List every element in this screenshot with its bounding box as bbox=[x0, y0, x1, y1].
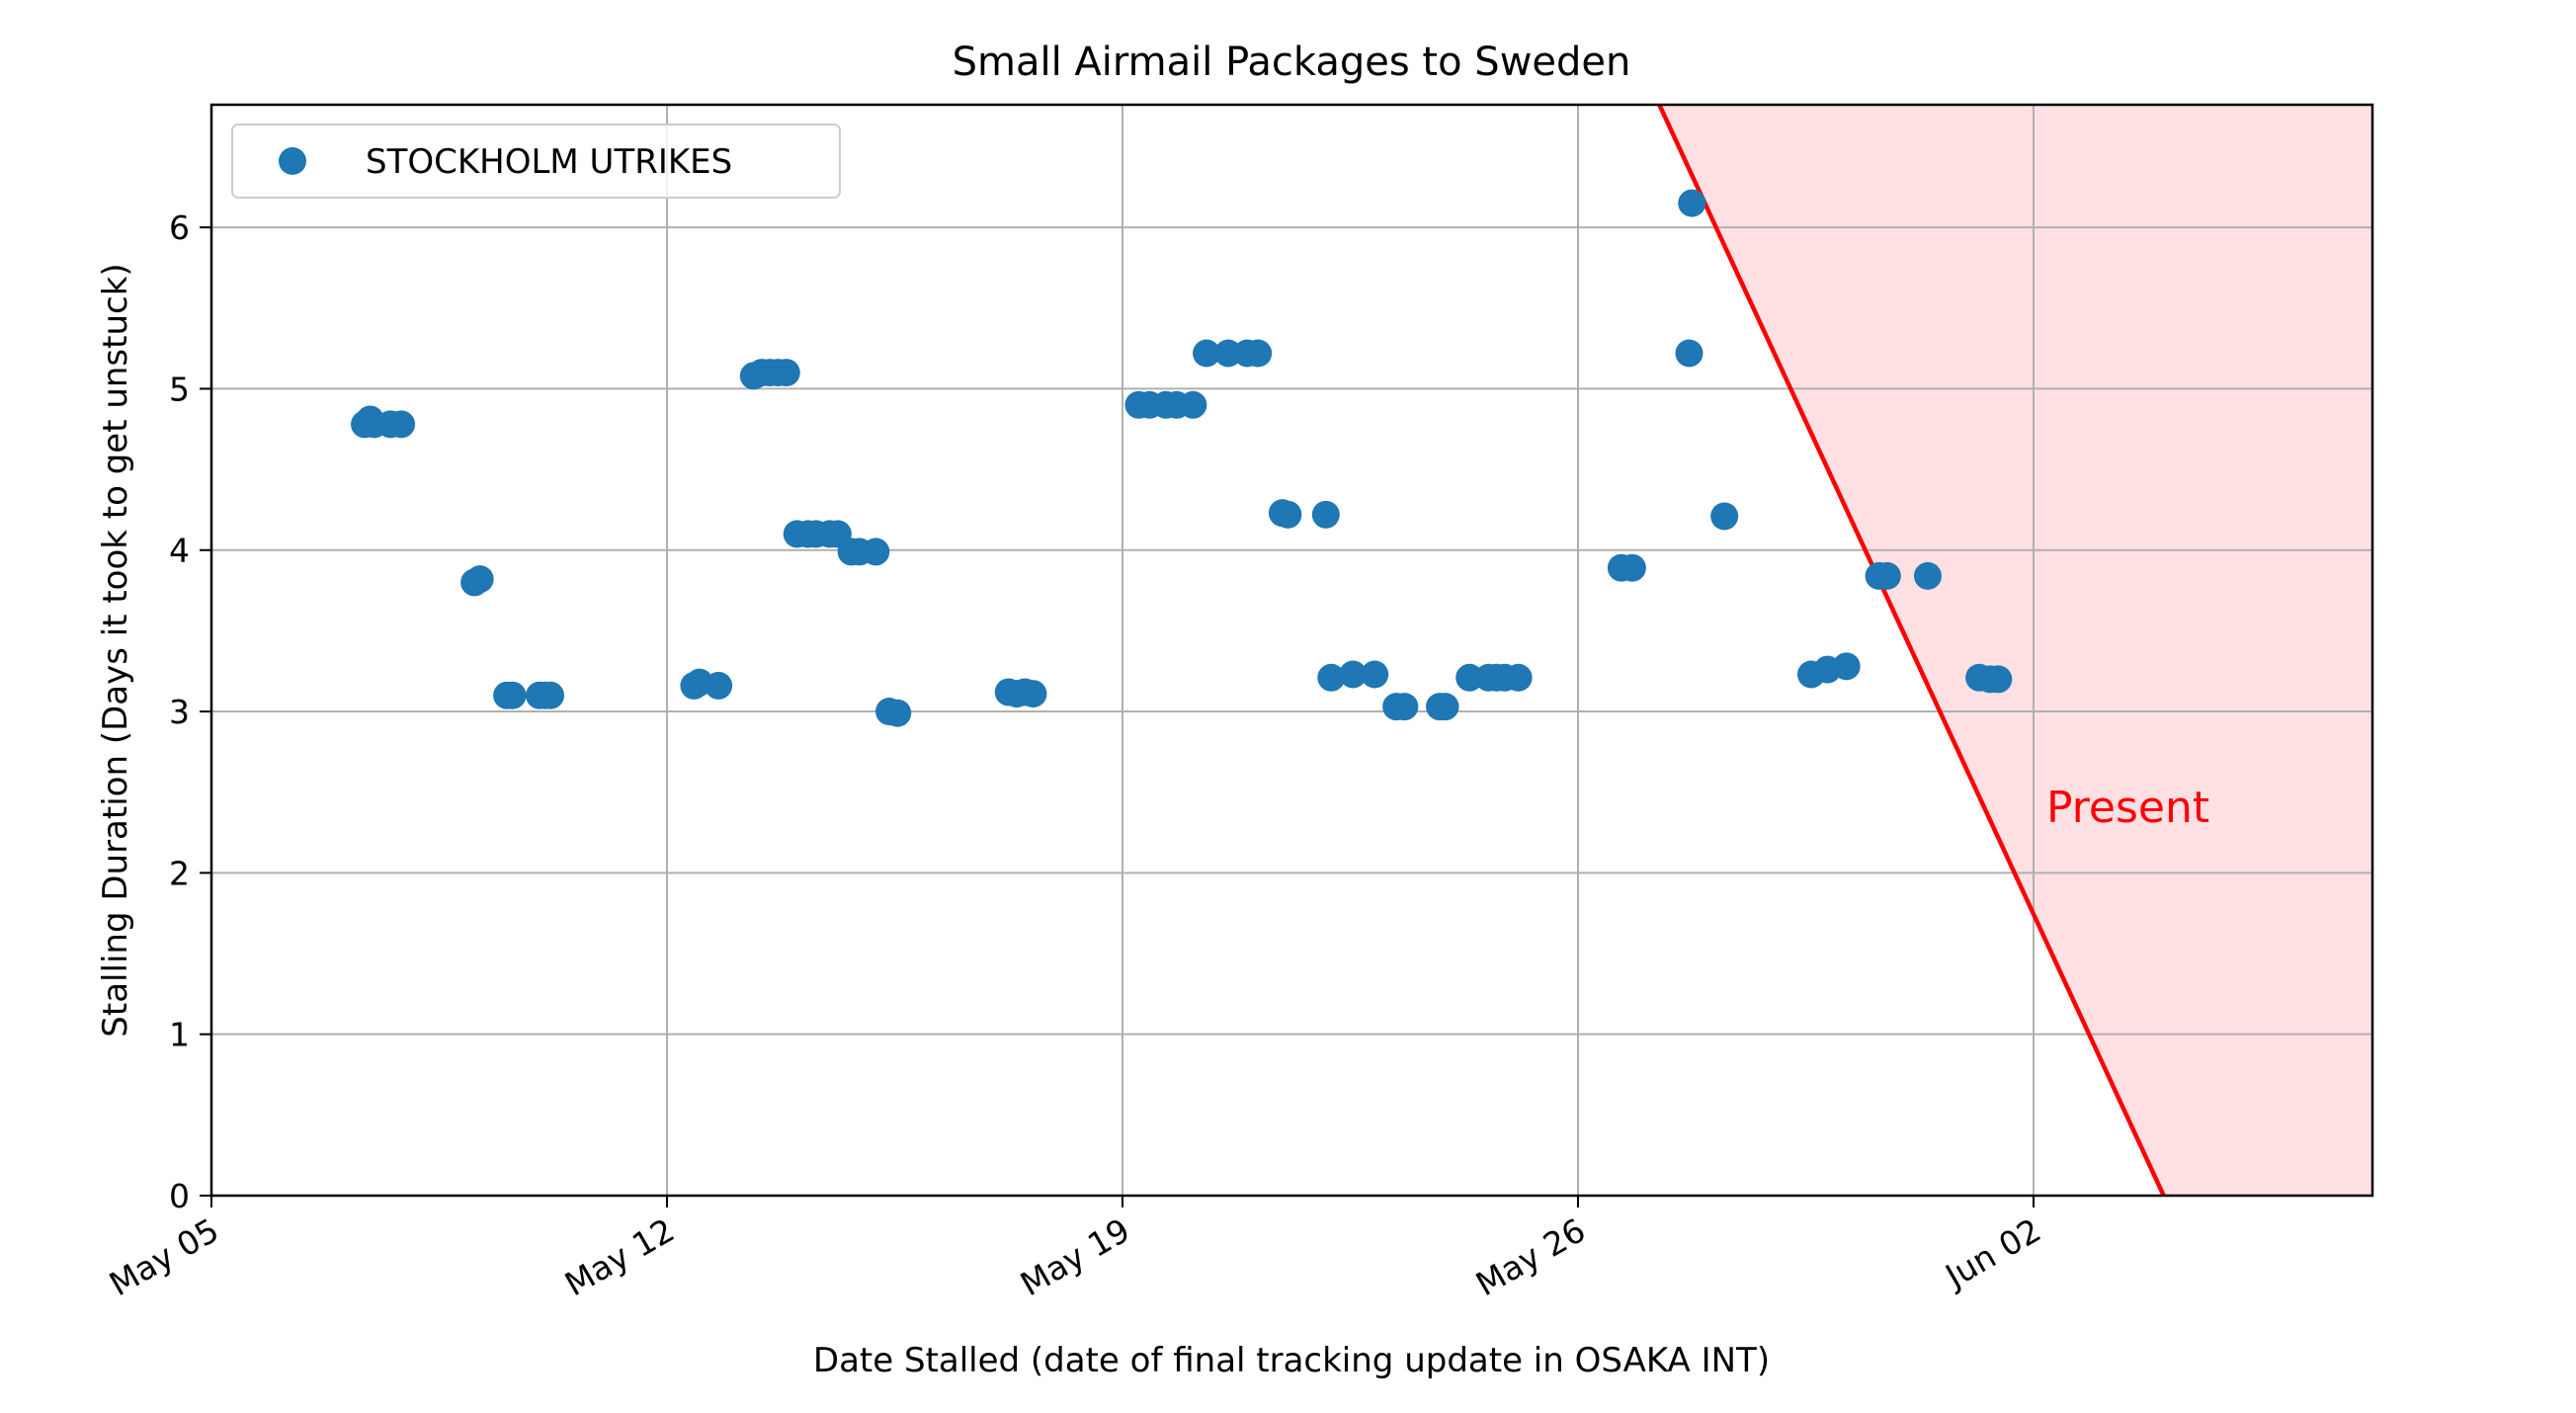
data-point bbox=[1675, 339, 1703, 368]
data-point bbox=[1913, 561, 1942, 590]
y-tick-label: 4 bbox=[169, 532, 190, 570]
y-tick-label: 0 bbox=[169, 1177, 190, 1215]
y-tick-label: 5 bbox=[169, 370, 190, 408]
data-point bbox=[883, 699, 912, 727]
data-point bbox=[1431, 693, 1459, 721]
data-point bbox=[1274, 500, 1302, 529]
y-tick-label: 1 bbox=[169, 1016, 190, 1054]
data-point bbox=[1504, 663, 1533, 692]
data-point bbox=[537, 681, 565, 709]
present-region bbox=[1659, 105, 2372, 1196]
legend-label: STOCKHOLM UTRIKES bbox=[366, 142, 732, 182]
data-point bbox=[1390, 693, 1419, 721]
y-tick-label: 3 bbox=[169, 693, 190, 731]
data-point bbox=[1311, 500, 1340, 529]
data-point bbox=[1710, 502, 1739, 531]
data-point bbox=[772, 359, 800, 387]
data-point bbox=[1244, 339, 1273, 368]
present-line-group bbox=[1657, 104, 2166, 1197]
data-point bbox=[1317, 663, 1346, 692]
chart-title: Small Airmail Packages to Sweden bbox=[953, 40, 1631, 85]
plot-frame bbox=[209, 103, 2374, 1198]
present-label: Present bbox=[2046, 783, 2209, 833]
x-axis-label: Date Stalled (date of final tracking upd… bbox=[813, 1341, 1770, 1380]
data-point bbox=[1339, 660, 1368, 689]
data-point bbox=[862, 538, 890, 566]
legend: STOCKHOLM UTRIKES bbox=[231, 124, 841, 199]
data-point bbox=[1872, 561, 1901, 590]
data-point bbox=[1214, 339, 1243, 368]
legend-marker bbox=[279, 147, 306, 175]
data-point bbox=[1455, 663, 1484, 692]
data-point bbox=[1984, 665, 2013, 694]
y-axis-label: Stalling Duration (Days it took to get u… bbox=[96, 263, 135, 1037]
legend-box bbox=[231, 124, 841, 199]
data-point bbox=[498, 681, 527, 709]
data-point bbox=[387, 410, 416, 439]
y-tick-label: 2 bbox=[169, 854, 190, 892]
data-point bbox=[1832, 652, 1861, 681]
y-tick-label: 6 bbox=[169, 208, 190, 247]
data-point bbox=[1193, 339, 1221, 368]
data-point bbox=[1678, 189, 1706, 217]
data-point bbox=[465, 565, 494, 594]
data-point bbox=[1019, 680, 1047, 708]
data-point bbox=[705, 671, 733, 700]
data-point bbox=[1618, 553, 1646, 582]
present-shaded-area bbox=[1659, 105, 2372, 1196]
present-line bbox=[1657, 104, 2166, 1197]
data-point bbox=[1361, 660, 1389, 689]
series-stockholm-utrikes bbox=[351, 189, 2013, 727]
data-point bbox=[1179, 390, 1207, 419]
